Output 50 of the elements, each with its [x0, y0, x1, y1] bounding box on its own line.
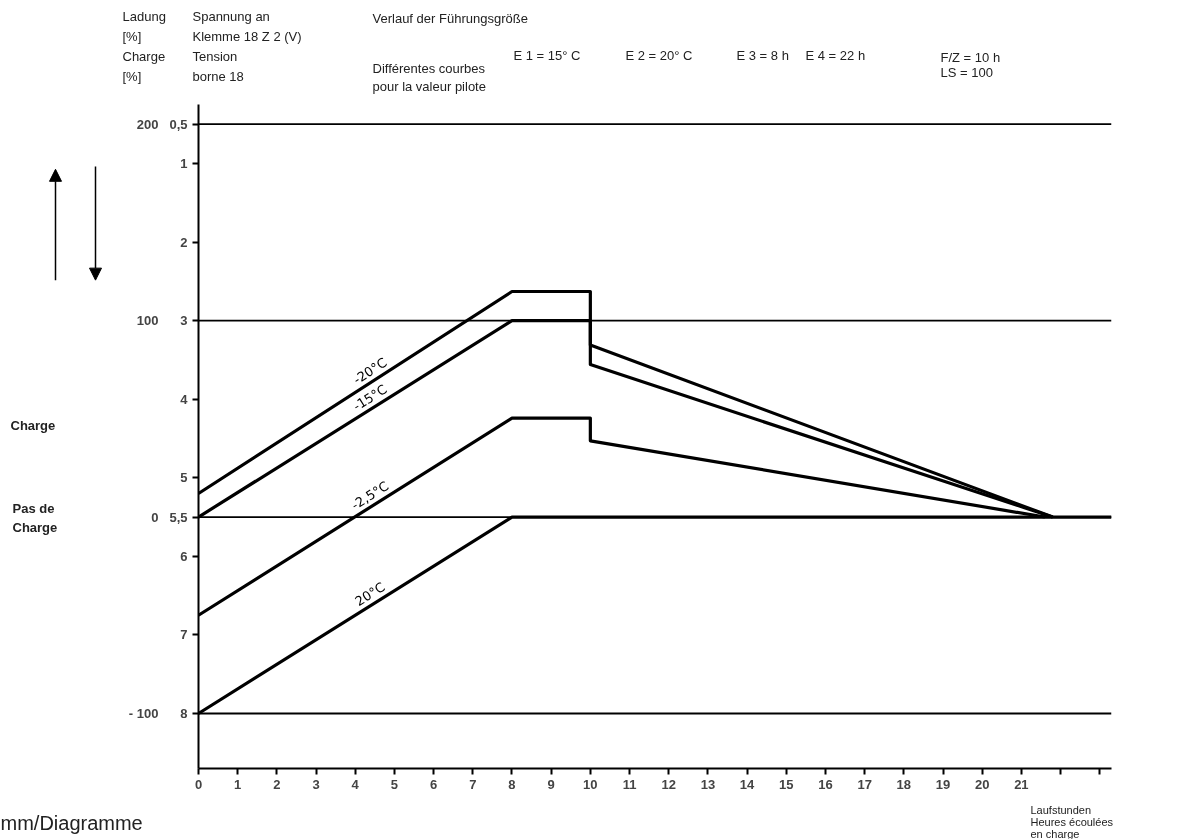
text: E 4 = 22 h — [805, 47, 866, 63]
text: Charge — [10, 418, 56, 434]
x-tick-label: 19 — [935, 776, 951, 792]
x-tick-label: 3 — [312, 776, 320, 792]
x-tick-label: 9 — [547, 776, 555, 792]
y-tick-label: 6 — [180, 548, 188, 564]
x-tick-label: 8 — [508, 776, 516, 792]
text: Pas de Charge — [12, 500, 58, 535]
text: LS = 100 — [940, 64, 993, 80]
y2-tick-label: 100 — [136, 313, 159, 329]
y-tick-label: 2 — [180, 234, 188, 250]
text: E 2 = 20° C — [625, 47, 693, 63]
x-tick-label: 16 — [818, 776, 833, 792]
text: E 3 = 8 h — [736, 47, 789, 63]
x-tick-label: 18 — [896, 776, 912, 792]
y-tick-label: 5 — [180, 470, 188, 486]
y-tick-label: 8 — [180, 705, 188, 721]
x-tick-label: 0 — [194, 776, 203, 792]
y-tick-label: 5,5 — [169, 509, 188, 525]
y2-tick-label: 0 — [151, 509, 159, 525]
chart-subtitle: Différentes courbes pour la valeur pilote — [372, 60, 486, 94]
x-tick-label: 11 — [622, 776, 637, 792]
text: E 1 = 15° C — [513, 47, 581, 63]
x-tick-label: 17 — [857, 776, 872, 792]
x-tick-label: 4 — [351, 776, 360, 792]
x-tick-label: 20 — [974, 776, 990, 792]
x-tick-label: 2 — [273, 776, 281, 792]
x-tick-label: 13 — [700, 776, 716, 792]
y-axis-title: Spannung an Klemme 18 Z 2 (V) Tension borne 18 — [192, 8, 302, 84]
y2-tick-label: - 100 — [128, 705, 159, 721]
x-tick-label: 5 — [390, 776, 399, 792]
y-tick-label: 1 — [180, 155, 188, 171]
x-axis-title: Laufstunden Heures écoulées en charge — [1030, 803, 1114, 839]
chart-title: Verlauf der Führungsgröße — [372, 10, 528, 26]
x-tick-label: 10 — [583, 776, 598, 792]
x-tick-label: 7 — [469, 776, 477, 792]
x-tick-label: 1 — [234, 776, 242, 792]
x-tick-label: 14 — [739, 776, 756, 792]
x-tick-label: 21 — [1014, 776, 1029, 792]
y2-tick-label: 200 — [136, 116, 159, 132]
y-tick-label: 0,5 — [169, 116, 188, 132]
x-tick-label: 12 — [661, 776, 676, 792]
text: F/Z = 10 h — [940, 49, 1001, 65]
x-tick-label: 6 — [429, 776, 438, 792]
y-tick-label: 7 — [180, 627, 188, 643]
y2-axis-title: Ladung [%] Charge [%] — [122, 8, 166, 84]
x-tick-label: 15 — [779, 776, 794, 792]
y-tick-label: 3 — [180, 313, 188, 329]
y-tick-label: 4 — [180, 391, 189, 407]
text: mm/Diagramme — [0, 811, 143, 834]
